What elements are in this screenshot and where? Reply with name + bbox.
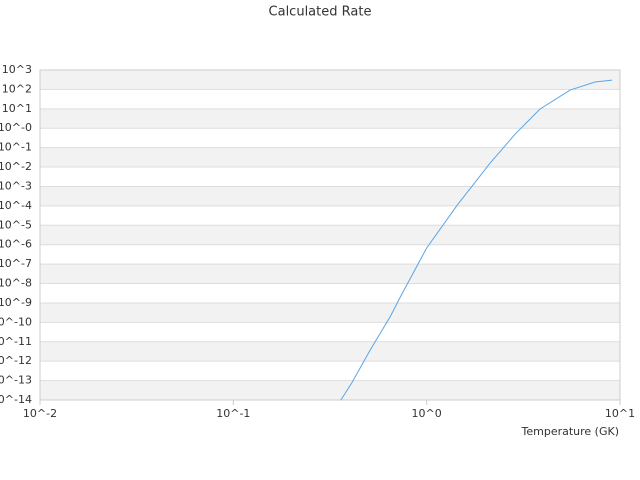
y-tick-label: 10^2 — [2, 82, 32, 95]
y-tick-label: 10^-3 — [0, 179, 32, 192]
y-tick-label: 10^-9 — [0, 296, 32, 309]
x-tick-label: 10^0 — [412, 407, 442, 420]
band — [40, 147, 620, 168]
band — [40, 225, 620, 245]
y-tick-label: 10^-12 — [0, 354, 32, 367]
y-tick-label: 10^-1 — [0, 141, 32, 154]
y-tick-label: 10^1 — [2, 102, 32, 115]
y-tick-label: 10^-8 — [0, 277, 32, 290]
band — [40, 341, 620, 362]
y-tick-label: 10^-5 — [0, 218, 32, 231]
y-tick-label: 10^-6 — [0, 238, 32, 251]
chart-title: Calculated Rate — [269, 5, 372, 20]
x-tick-label: 10^1 — [605, 407, 635, 420]
band — [40, 108, 620, 129]
y-tick-label: 10^-11 — [0, 335, 32, 348]
y-tick-label: 10^-13 — [0, 374, 32, 387]
x-tick-label: 10^-1 — [216, 407, 250, 420]
line — [340, 79, 613, 401]
band — [40, 186, 620, 206]
plot-border — [39, 69, 621, 401]
band — [40, 264, 620, 284]
y-tick-label: 10^-7 — [0, 257, 32, 270]
band — [40, 380, 620, 400]
y-tick-label: 10^3 — [2, 63, 32, 76]
x-tick-label: 10^-2 — [23, 407, 57, 420]
y-tick-label: 10^-4 — [0, 199, 32, 212]
x-axis-label: Temperature (GK) — [521, 425, 620, 438]
y-tick-label: 10^-14 — [0, 393, 32, 406]
band — [40, 70, 620, 90]
y-tick-label: 10^-2 — [0, 160, 32, 173]
bands — [40, 70, 620, 400]
y-tick-label: 10^-10 — [0, 315, 32, 328]
y-tick-label: 10^-0 — [0, 121, 32, 134]
band — [40, 302, 620, 323]
